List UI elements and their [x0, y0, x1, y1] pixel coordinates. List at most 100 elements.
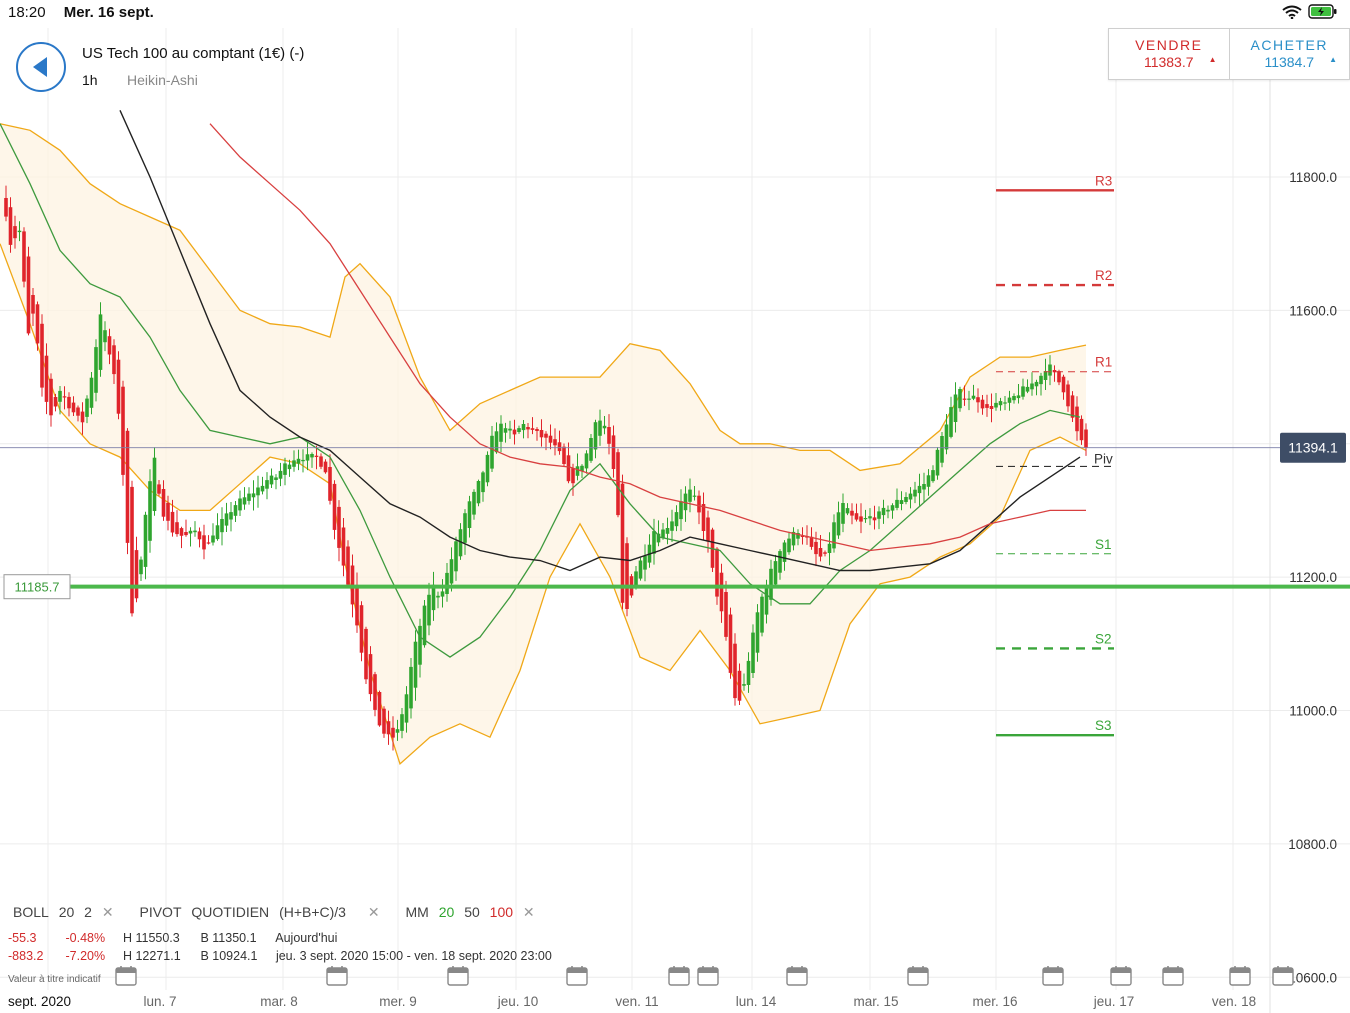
candle-body	[526, 427, 530, 430]
candle-body	[539, 430, 544, 438]
calendar-icon	[566, 966, 588, 986]
stat-period: Aujourd'hui	[275, 931, 338, 945]
candle-body	[422, 605, 427, 646]
candle-body	[206, 542, 211, 544]
bollinger-lower-line	[0, 243, 1087, 766]
candle-body	[247, 493, 251, 501]
ma-50-line	[119, 110, 1081, 572]
candle-body	[85, 398, 89, 417]
candle-body	[769, 568, 773, 600]
candle-body	[364, 628, 368, 680]
candle-body	[22, 231, 26, 282]
back-button[interactable]	[16, 42, 66, 92]
candle-body	[427, 594, 431, 626]
remove-ma-icon[interactable]: ✕	[522, 904, 535, 920]
pivot-label-r2: R2	[1095, 268, 1112, 283]
candle-body	[602, 425, 607, 429]
candle-body	[697, 495, 701, 513]
boll-indicator[interactable]: BOLL	[13, 904, 49, 920]
candle-body	[1048, 364, 1052, 376]
candle-body	[454, 541, 458, 572]
candle-body	[440, 591, 445, 597]
candle-body	[139, 559, 143, 575]
candle-body	[467, 501, 472, 528]
candle-body	[908, 493, 913, 500]
candle-body	[926, 475, 931, 487]
stat-pct: -7.20%	[65, 949, 106, 963]
stats-range: -883.2 -7.20% H 12271.1 B 10924.1 jeu. 3…	[8, 949, 552, 963]
candle-body	[238, 498, 242, 511]
candle-body	[1003, 402, 1007, 404]
x-day-label: jeu. 17	[1093, 994, 1135, 1009]
sell-price: 11383.7	[1143, 54, 1194, 70]
candle-body	[44, 355, 49, 402]
stat-high: H 12271.1	[122, 949, 181, 963]
candle-body	[904, 497, 908, 502]
candle-body	[251, 493, 256, 498]
candle-body	[809, 536, 814, 547]
candle-body	[377, 692, 382, 726]
ma-indicator[interactable]: MM	[405, 904, 429, 920]
candle-body	[1070, 395, 1075, 418]
stat-change: -55.3	[8, 931, 37, 945]
candle-body	[98, 314, 103, 370]
candle-body	[89, 377, 94, 408]
candle-body	[112, 345, 116, 375]
candle-body	[242, 497, 247, 505]
y-tick-label: 10600.0	[1288, 970, 1337, 985]
candle-body	[742, 684, 746, 686]
calendar-icon	[668, 966, 690, 986]
stat-low: B 11350.1	[200, 931, 257, 945]
candle-body	[566, 455, 571, 482]
candle-body	[886, 509, 890, 512]
candle-body	[256, 487, 260, 496]
candle-body	[386, 721, 391, 735]
boll-dev: 2	[84, 904, 92, 920]
candle-body	[980, 399, 985, 409]
candle-body	[8, 207, 13, 245]
candle-body	[967, 398, 971, 400]
x-axis: sept. 2020 lun. 7 mar. 8 mer. 9 jeu. 10 ven. …	[8, 966, 1294, 1009]
candle-body	[481, 472, 485, 493]
candle-body	[760, 596, 764, 633]
candle-body	[521, 424, 526, 431]
stats-today: -55.3 -0.48% H 11550.3 B 11350.1 Aujourd…	[8, 931, 337, 945]
candle-body	[1025, 386, 1030, 392]
candle-body	[17, 230, 22, 233]
candle-body	[863, 518, 868, 520]
candle-body	[503, 428, 508, 433]
candle-body	[823, 552, 827, 554]
candle-body	[1057, 371, 1061, 383]
candle-body	[872, 517, 877, 521]
chart-type-selector[interactable]: Heikin-Ashi	[127, 72, 198, 88]
candle-body	[728, 614, 733, 673]
remove-boll-icon[interactable]: ✕	[101, 904, 114, 920]
candle-body	[688, 489, 692, 502]
buy-button[interactable]: ACHETER 11384.7 ▲	[1228, 29, 1350, 79]
candle-body	[143, 514, 148, 567]
candle-body	[31, 295, 35, 314]
x-day-label: mar. 8	[260, 994, 298, 1009]
x-day-label: mar. 15	[853, 994, 898, 1009]
pivot-indicator[interactable]: PIVOT	[139, 904, 182, 920]
candle-body	[175, 522, 179, 535]
candle-body	[764, 585, 769, 615]
candle-body	[103, 330, 107, 343]
status-date: Mer. 16 sept.	[63, 4, 154, 21]
buy-label: ACHETER	[1250, 37, 1328, 53]
sell-button[interactable]: VENDRE 11383.7 ▲	[1109, 29, 1229, 79]
ma-50-period: 50	[464, 904, 480, 920]
candle-body	[346, 546, 350, 585]
remove-pivot-icon[interactable]: ✕	[367, 904, 380, 920]
candle-body	[985, 404, 989, 408]
timeframe-selector[interactable]: 1h	[82, 72, 98, 88]
candle-body	[67, 396, 71, 409]
candle-body	[976, 397, 980, 403]
candle-body	[229, 512, 233, 520]
candle-body	[53, 397, 58, 407]
candle-body	[1079, 418, 1084, 441]
bollinger-fill	[0, 123, 1086, 764]
candle-body	[188, 530, 193, 534]
calendar-icon	[326, 966, 348, 986]
